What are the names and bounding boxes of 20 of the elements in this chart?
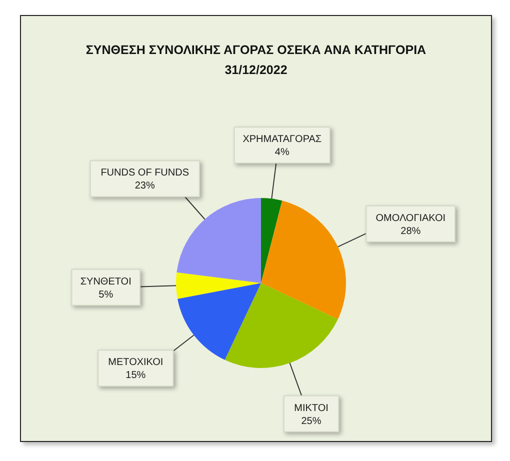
pie-slice	[224, 283, 338, 368]
pie-slice	[261, 198, 282, 283]
slice-label: ΜΙΚΤΟΙ	[294, 402, 328, 414]
slice-label: ΟΜΟΛΟΓΙΑΚΟΙ	[376, 212, 446, 224]
data-label: 4%	[274, 147, 290, 158]
data-label: 23%	[134, 180, 155, 192]
chart-title: ΣΥΝΘΕΣΗ ΣΥΝΟΛΙΚΗΣ ΑΓΟΡΑΣ ΟΣΕΚΑ ΑΝΑ ΚΑΤΗΓΟΡΙΑ	[84, 42, 428, 59]
data-label: 15%	[126, 370, 146, 382]
pie-slice	[178, 283, 261, 360]
pie-slice	[176, 198, 261, 283]
slice-label: FUNDS OF FUNDS	[100, 168, 190, 179]
slice-label: ΧΡΗΜΑΤΑΓΟΡΑΣ	[242, 134, 322, 146]
slice-label: ΣΥΝΘΕΤΟΙ	[80, 276, 132, 288]
chart-subtitle: 31/12/2022	[224, 62, 288, 79]
slice-label: ΜΕΤΟΧΙΚΟΙ	[108, 357, 164, 368]
pie-slice	[176, 272, 261, 299]
data-label: 5%	[98, 289, 114, 300]
pie-slice	[261, 200, 346, 320]
data-label: 28%	[400, 226, 421, 237]
data-label: 25%	[301, 416, 322, 427]
